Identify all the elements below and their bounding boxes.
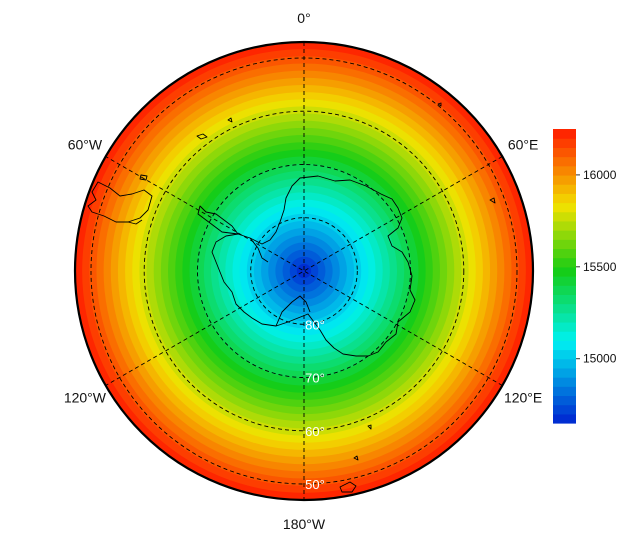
colorbar-segment [553, 294, 576, 305]
colorbar-segment [553, 184, 576, 194]
colorbar-segment [553, 404, 576, 415]
colorbar-segment [553, 193, 576, 204]
colorbar-segment [553, 367, 576, 378]
falklands [139, 174, 148, 181]
lon-60e-label: 60°E [508, 137, 539, 153]
lon-0-label: 0° [297, 10, 310, 26]
colorbar-tick-label: 16000 [583, 168, 617, 182]
colorbar-segment [553, 276, 576, 286]
colorbar-segment [553, 321, 576, 332]
colorbar-tick-label: 15000 [583, 352, 617, 366]
colorbar-segment [553, 129, 576, 139]
colorbar-segment [553, 285, 576, 295]
latitude-circle [250, 217, 358, 325]
map-boundary [73, 40, 535, 502]
coastlines [87, 102, 496, 493]
colorbar-segment [553, 239, 576, 250]
lon-180w-label: 180°W [283, 516, 326, 532]
small-island-2 [489, 197, 496, 204]
colorbar-segment [553, 257, 576, 268]
ronne-ice-shelf [249, 237, 269, 263]
colorbar-segment [553, 266, 576, 277]
latitude-circle [197, 164, 411, 378]
lon-120e-label: 120°E [504, 390, 542, 406]
colorbar-segment [553, 202, 576, 213]
new-zealand-tip [339, 481, 357, 493]
colorbar-segment [553, 340, 576, 351]
colorbar-segment [553, 312, 576, 323]
colorbar-segment [553, 303, 576, 314]
ross-ice-shelf [275, 295, 311, 327]
contour-fill [75, 42, 533, 500]
colorbar-segment [553, 413, 576, 424]
tierra-del-fuego [127, 219, 143, 225]
south-georgia [196, 133, 208, 140]
colorbar-segment [553, 211, 576, 222]
south-america-coastline [87, 181, 153, 223]
graticule [90, 42, 518, 500]
small-island-3 [227, 117, 233, 123]
meridian-line [105, 156, 503, 386]
macquarie-island [353, 455, 359, 461]
colorbar-segment [553, 165, 576, 176]
colorbar-segment [553, 230, 576, 240]
contour-band [296, 263, 312, 279]
lon-60w-label: 60°W [68, 137, 103, 153]
colorbar-segment [553, 174, 576, 185]
colorbar-tick-label: 15500 [583, 260, 617, 274]
small-island-4 [367, 424, 372, 430]
lat-60-label: 60° [305, 424, 325, 439]
colorbar-segment [553, 138, 576, 148]
colorbar-segment [553, 220, 576, 231]
colorbar: 15000 15500 16000 [553, 129, 617, 424]
lon-120w-label: 120°W [64, 390, 107, 406]
longitude-labels: 0° 60°E 120°E 180°W 120°W 60°W [64, 10, 542, 532]
lat-50-label: 50° [305, 477, 325, 492]
latitude-circle [143, 110, 465, 432]
colorbar-segment [553, 358, 576, 369]
meridian-line [105, 156, 503, 386]
colorbar-segment [553, 156, 576, 167]
colorbar-segment [553, 248, 576, 259]
colorbar-segment [553, 331, 576, 341]
lat-80-label: 80° [305, 317, 325, 332]
colorbar-segment [553, 349, 576, 360]
antarctic-peninsula [197, 205, 239, 235]
small-island-1 [437, 102, 442, 107]
lat-70-label: 70° [305, 371, 325, 386]
colorbar-segment [553, 377, 576, 387]
colorbar-segment [553, 147, 576, 158]
colorbar-segment [553, 386, 576, 397]
latitude-labels: 80° 70° 60° 50° [305, 317, 325, 492]
antarctica-coastline [211, 175, 416, 357]
colorbar-segment [553, 395, 576, 406]
